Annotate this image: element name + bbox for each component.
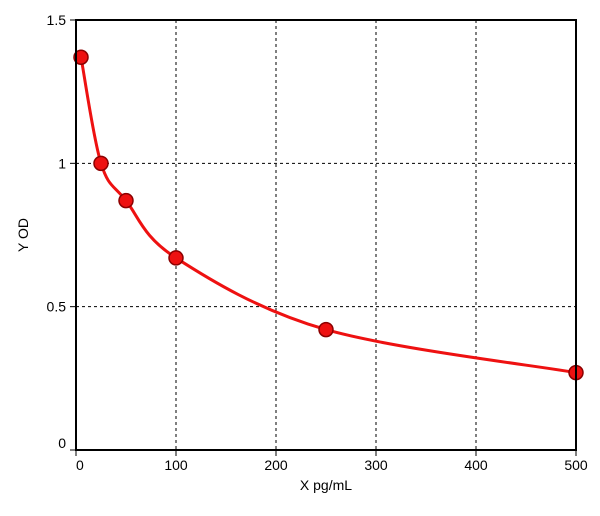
x-tick-label: 400: [464, 457, 488, 473]
x-axis-label: X pg/mL: [300, 477, 352, 493]
x-tick-label: 500: [564, 457, 588, 473]
y-tick-label: 1.5: [47, 12, 67, 28]
x-tick-label: 300: [364, 457, 388, 473]
data-marker: [319, 323, 333, 337]
data-marker: [169, 251, 183, 265]
chart-container: 0 100 200 300 400 500 0 0.5 1 1.5 X pg/mL Y OD: [0, 0, 600, 516]
data-marker: [119, 194, 133, 208]
chart-svg: 0 100 200 300 400 500 0 0.5 1 1.5 X pg/mL Y OD: [0, 0, 600, 516]
x-tick-label: 100: [164, 457, 188, 473]
y-axis-label: Y OD: [15, 218, 31, 252]
x-tick-label: 0: [76, 457, 84, 473]
data-marker: [94, 156, 108, 170]
x-tick-label: 200: [264, 457, 288, 473]
y-tick-label: 1: [58, 155, 66, 171]
y-tick-label: 0.5: [47, 299, 67, 315]
y-tick-label: 0: [58, 435, 66, 451]
